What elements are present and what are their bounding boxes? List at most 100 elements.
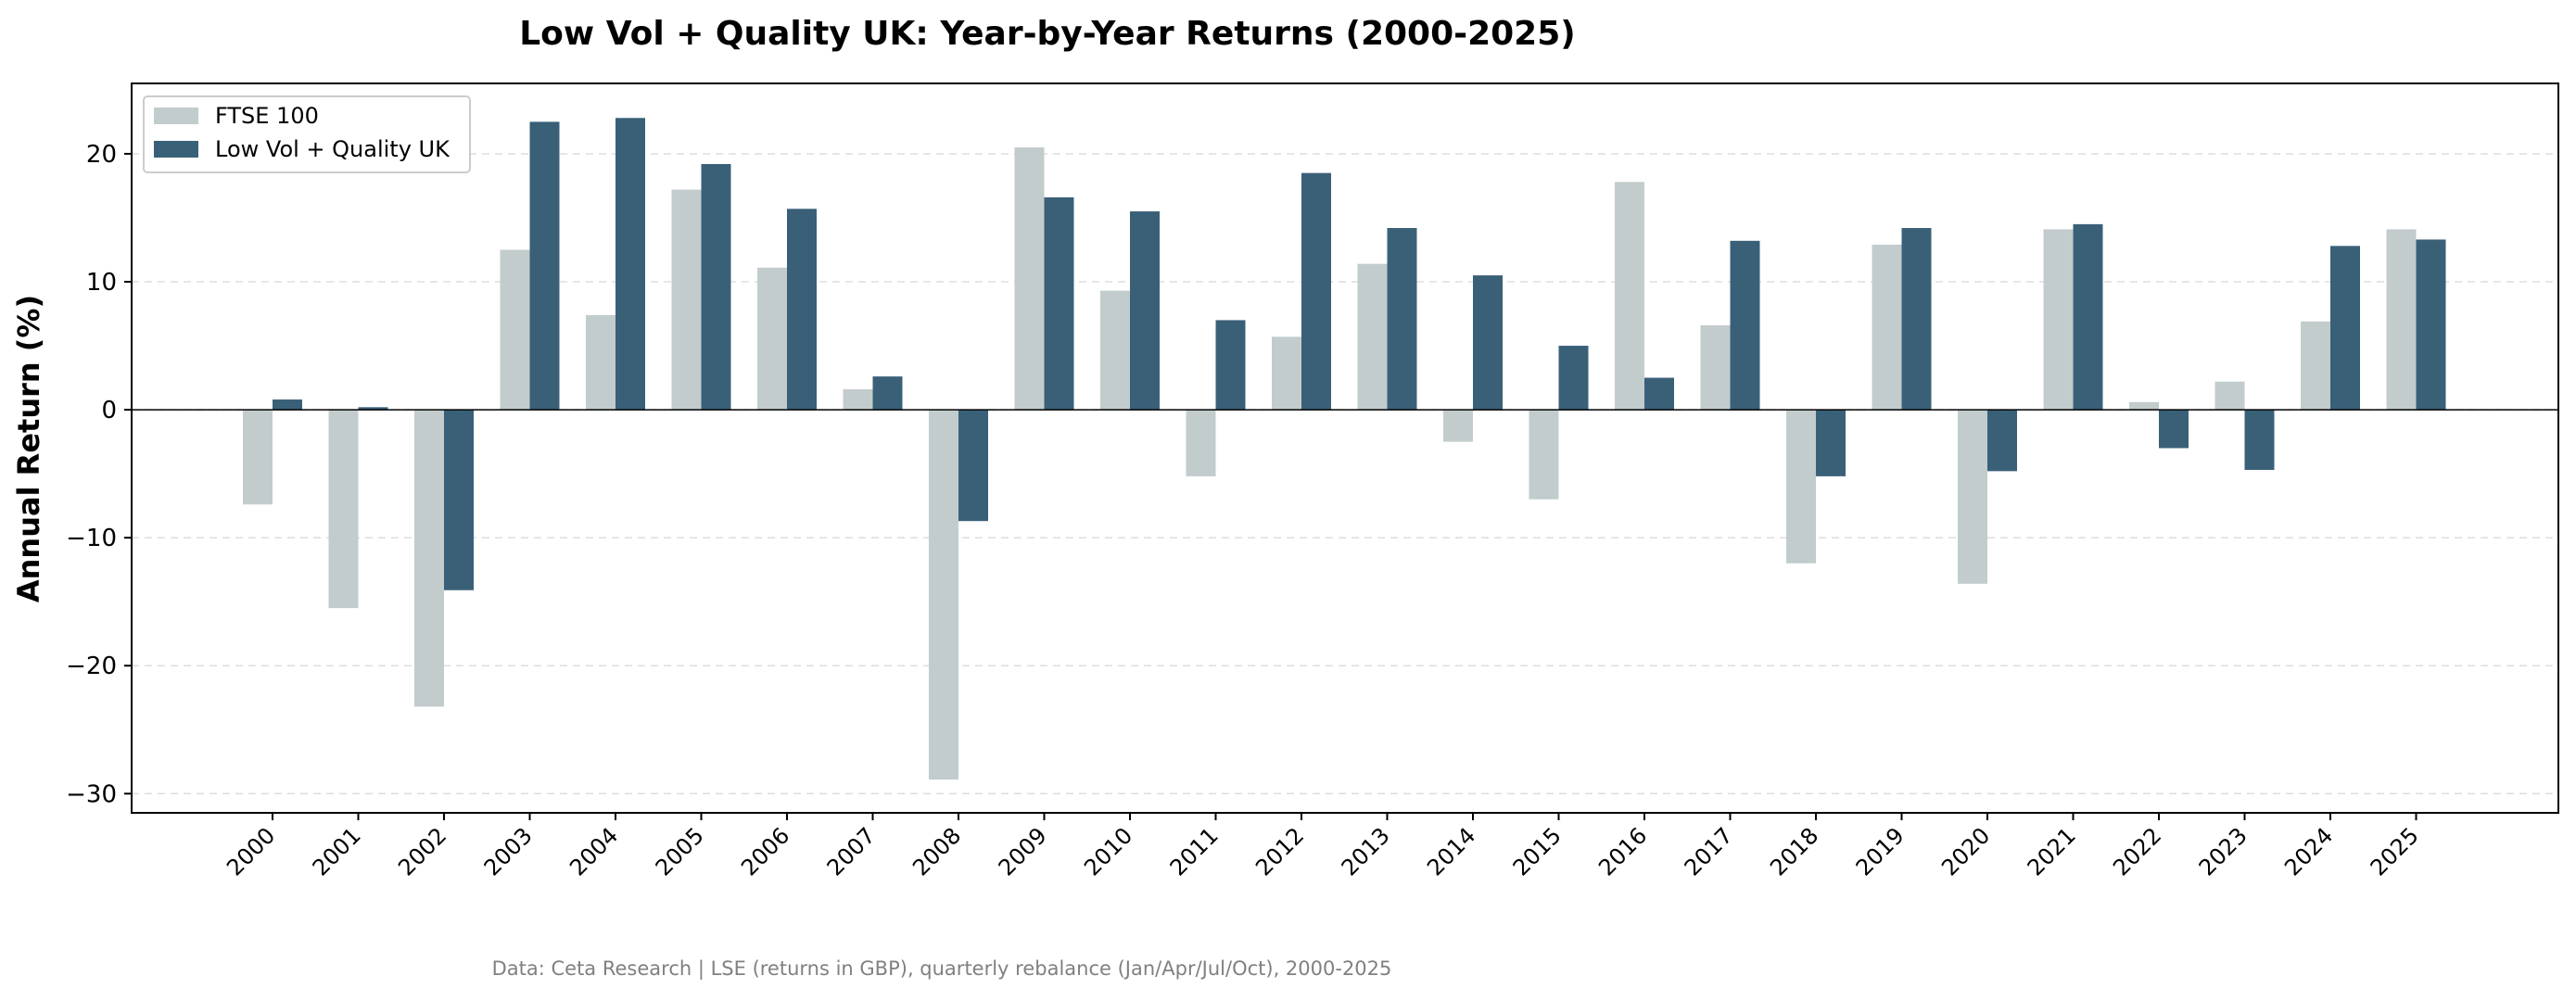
bar-low-vol-quality-uk-2003 (529, 121, 560, 411)
x-tick-label: 2007 (822, 822, 881, 881)
bar-low-vol-quality-uk-2005 (701, 163, 731, 411)
bar-ftse-100-2021 (2043, 229, 2074, 411)
bar-ftse-100-2010 (1100, 290, 1130, 411)
bar-low-vol-quality-uk-2004 (615, 118, 645, 411)
bar-ftse-100-2015 (1529, 410, 1559, 500)
bar-low-vol-quality-uk-2020 (1987, 410, 2017, 472)
x-tick-label: 2009 (994, 822, 1052, 881)
x-tick-label: 2013 (1337, 822, 1395, 881)
bar-low-vol-quality-uk-2017 (1730, 240, 1760, 411)
x-tick-label: 2006 (736, 822, 794, 881)
bar-low-vol-quality-uk-2021 (2073, 223, 2103, 411)
y-axis-label: Annual Return (%) (11, 295, 46, 602)
x-tick-label: 2010 (1079, 822, 1137, 881)
bar-low-vol-quality-uk-2006 (787, 209, 817, 411)
bar-low-vol-quality-uk-2016 (1644, 377, 1674, 411)
plot-frame (131, 82, 2559, 814)
bar-low-vol-quality-uk-2025 (2416, 239, 2446, 411)
x-tick-label: 2001 (308, 822, 366, 881)
x-tick-label: 2003 (479, 822, 538, 881)
bar-low-vol-quality-uk-2000 (273, 399, 302, 411)
x-tick-label: 2005 (651, 822, 709, 881)
x-tick-label: 2015 (1508, 822, 1567, 881)
bar-ftse-100-2007 (843, 388, 873, 411)
bar-ftse-100-2024 (2301, 321, 2330, 411)
y-axis-ticks: 20 10 0 −10 −20 −30 (66, 141, 132, 808)
x-tick-label: 2004 (565, 822, 623, 881)
x-axis-ticks: 2000 2001 2002 2003 2004 2005 2006 2007 2008 2009… (222, 813, 2424, 881)
x-tick-label: 2000 (222, 822, 280, 881)
x-tick-label: 2008 (907, 822, 966, 881)
axes (131, 82, 2559, 814)
bar-low-vol-quality-uk-2018 (1816, 410, 1846, 476)
x-tick-label: 2002 (393, 822, 451, 881)
bar-low-vol-quality-uk-2008 (958, 410, 988, 522)
bar-ftse-100-2009 (1014, 147, 1045, 411)
bar-ftse-100-2004 (586, 314, 615, 411)
bar-ftse-100-2016 (1615, 182, 1644, 411)
legend: FTSE 100 Low Vol + Quality UK (143, 95, 471, 173)
y-tick-label: 20 (86, 141, 117, 169)
bar-ftse-100-2011 (1186, 410, 1216, 476)
chart-title: Low Vol + Quality UK: Year-by-Year Retur… (519, 15, 1576, 53)
legend-swatch-low-vol-quality-uk (154, 141, 198, 158)
x-tick-label: 2024 (2279, 822, 2338, 881)
bar-low-vol-quality-uk-2009 (1044, 196, 1074, 411)
x-tick-label: 2022 (2108, 822, 2166, 881)
x-tick-label: 2014 (1422, 822, 1480, 881)
bar-ftse-100-2008 (929, 410, 958, 780)
x-tick-label: 2021 (2023, 822, 2081, 881)
bar-low-vol-quality-uk-2013 (1387, 228, 1417, 411)
bar-ftse-100-2023 (2214, 381, 2245, 411)
bar-ftse-100-2005 (671, 189, 702, 411)
bar-ftse-100-2013 (1357, 263, 1388, 411)
x-tick-label: 2017 (1680, 822, 1738, 881)
gridlines (132, 153, 2558, 795)
bar-ftse-100-2006 (757, 267, 787, 411)
bar-ftse-100-2017 (1700, 324, 1731, 411)
bar-low-vol-quality-uk-2007 (872, 376, 903, 411)
bar-ftse-100-2018 (1786, 410, 1816, 564)
bar-low-vol-quality-uk-2023 (2244, 410, 2275, 470)
y-tick-label: −10 (66, 525, 117, 552)
x-tick-label: 2016 (1593, 822, 1652, 881)
bar-low-vol-quality-uk-2024 (2330, 246, 2360, 411)
y-tick-label: −30 (66, 780, 117, 808)
x-tick-label: 2018 (1765, 822, 1823, 881)
x-tick-label: 2023 (2194, 822, 2252, 881)
data-source-note: Data: Ceta Research | LSE (returns in GB… (492, 957, 1392, 981)
bar-low-vol-quality-uk-2015 (1558, 346, 1589, 411)
bar-low-vol-quality-uk-2019 (1901, 228, 1932, 411)
legend-swatch-ftse-100 (154, 108, 198, 124)
x-tick-label: 2019 (1851, 822, 1910, 881)
y-tick-label: −20 (66, 653, 117, 680)
bar-ftse-100-2012 (1272, 336, 1301, 411)
bar-ftse-100-2020 (1958, 410, 1987, 584)
x-tick-label: 2020 (1936, 822, 1995, 881)
bar-low-vol-quality-uk-2001 (358, 407, 388, 411)
bar-low-vol-quality-uk-2012 (1301, 172, 1331, 411)
bar-ftse-100-2014 (1443, 410, 1473, 442)
x-tick-label: 2011 (1165, 822, 1224, 881)
legend-label-ftse-100: FTSE 100 (215, 103, 319, 129)
bar-ftse-100-2002 (414, 410, 444, 707)
x-tick-label: 2012 (1250, 822, 1309, 881)
bar-ftse-100-2001 (328, 410, 359, 609)
x-tick-label: 2025 (2366, 822, 2424, 881)
legend-label-low-vol-quality-uk: Low Vol + Quality UK (215, 136, 450, 162)
bar-low-vol-quality-uk-2022 (2159, 410, 2189, 449)
bar-low-vol-quality-uk-2011 (1215, 320, 1246, 411)
bar-ftse-100-2003 (500, 249, 530, 411)
bar-low-vol-quality-uk-2010 (1130, 211, 1160, 411)
bar-low-vol-quality-uk-2002 (444, 410, 474, 590)
y-tick-label: 10 (86, 269, 117, 297)
bar-ftse-100-2000 (243, 410, 273, 505)
legend-frame (143, 95, 471, 173)
bars (243, 118, 2446, 780)
bar-ftse-100-2025 (2386, 229, 2417, 411)
bar-low-vol-quality-uk-2014 (1473, 275, 1503, 411)
y-tick-label: 0 (101, 397, 117, 424)
bar-ftse-100-2019 (1872, 244, 1902, 411)
